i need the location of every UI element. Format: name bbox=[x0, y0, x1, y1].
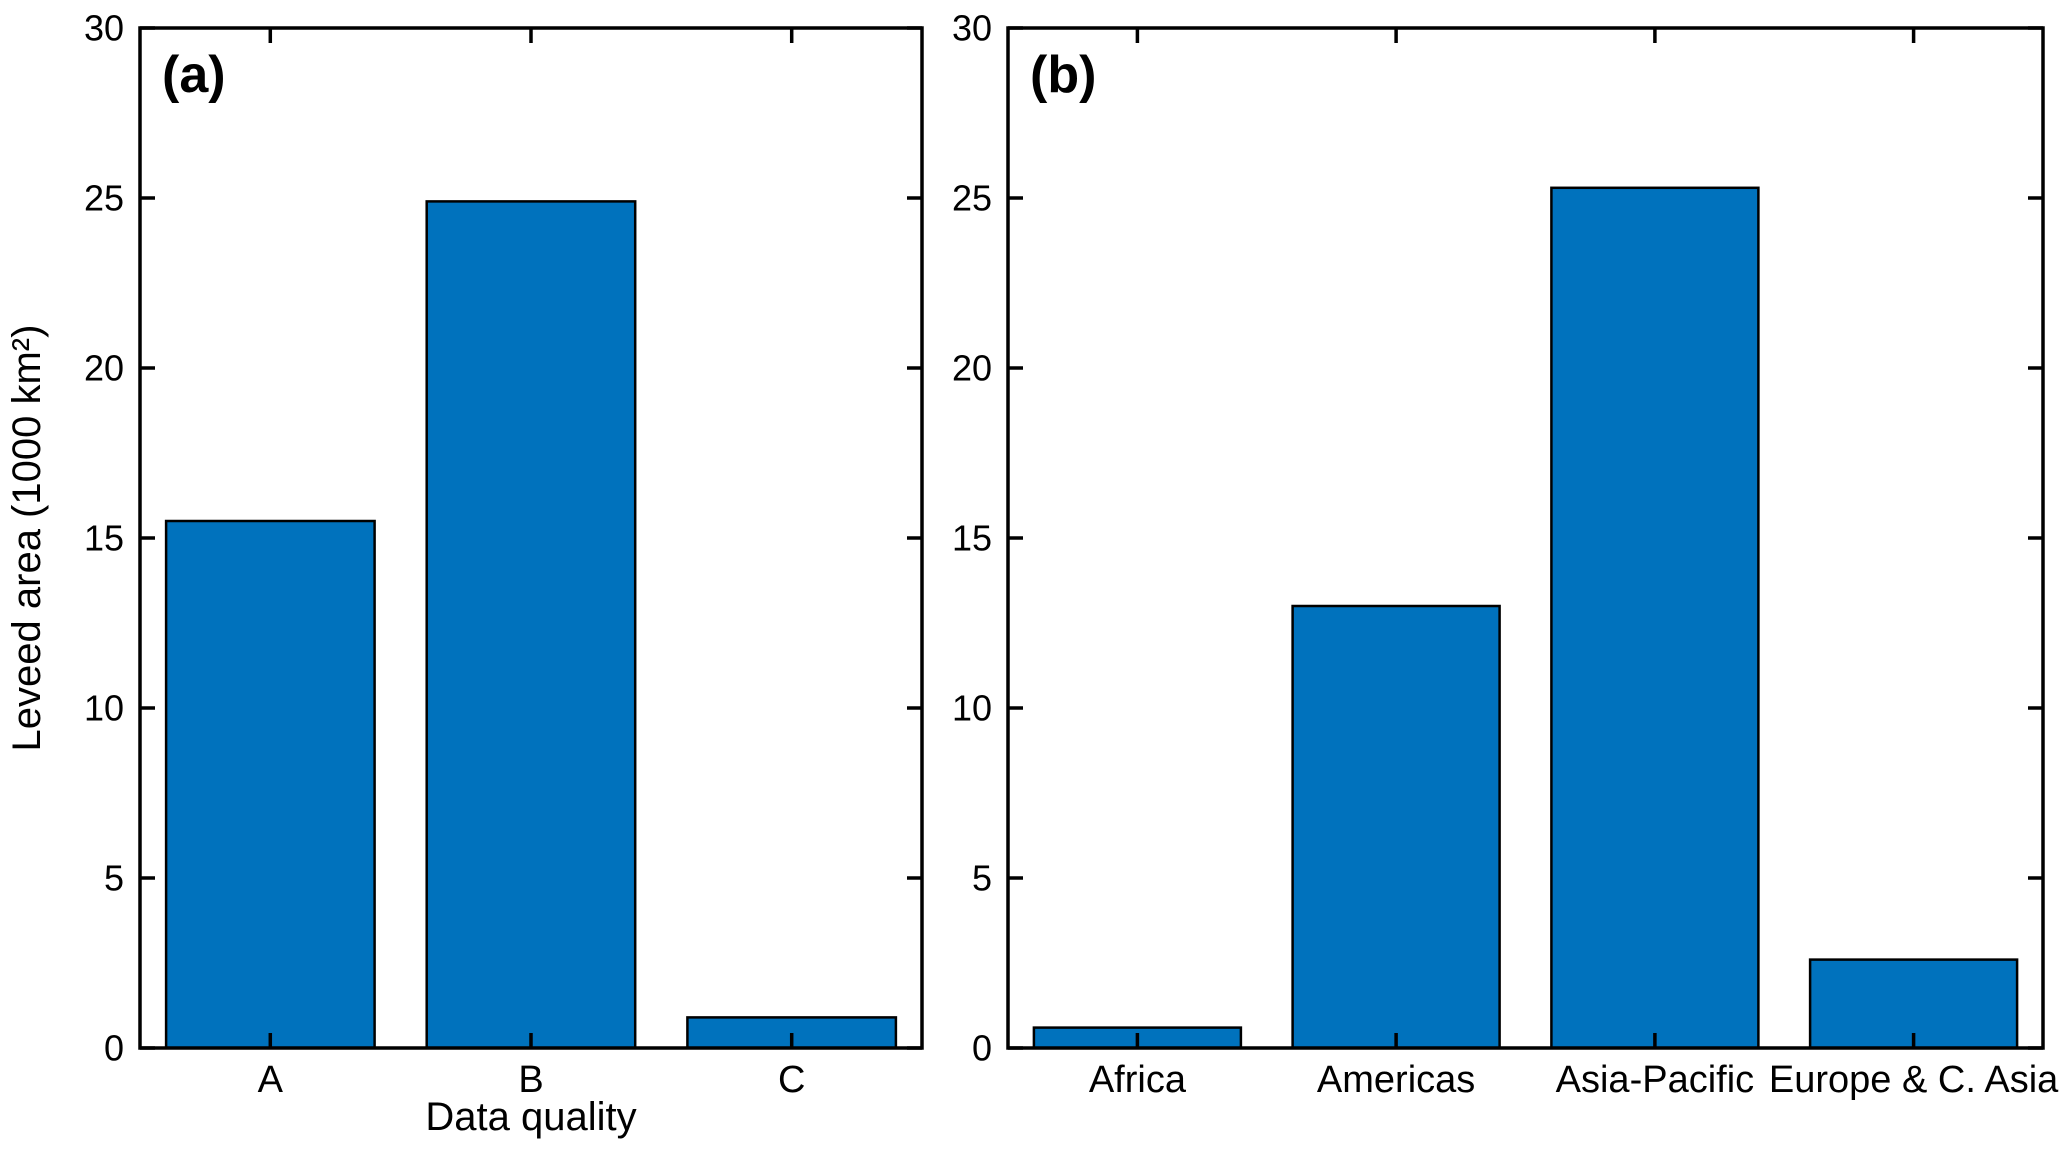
bar-b bbox=[425, 200, 637, 1050]
y-tick-label: 5 bbox=[104, 858, 124, 899]
panel-a: 0 5 10 15 20 25 30 A B C Data quality Leveed area (… bbox=[5, 8, 924, 1139]
x-axis-label: Data quality bbox=[425, 1095, 636, 1139]
bar-asia-pacific bbox=[1550, 186, 1760, 1050]
x-category-label: B bbox=[518, 1059, 543, 1101]
tick-marks bbox=[140, 26, 922, 1050]
x-category-label: Africa bbox=[1089, 1059, 1187, 1101]
x-category-label: C bbox=[778, 1059, 805, 1101]
panel-letter: (b) bbox=[1030, 46, 1096, 104]
y-tick-label: 0 bbox=[972, 1028, 992, 1069]
x-category-label: Europe & C. Asia bbox=[1769, 1059, 2059, 1101]
axes-box bbox=[1006, 26, 2045, 1050]
x-category-label: Asia-Pacific bbox=[1556, 1059, 1755, 1101]
y-tick-label: 5 bbox=[972, 858, 992, 899]
y-tick-label: 10 bbox=[952, 688, 992, 729]
bar-americas bbox=[1291, 604, 1501, 1050]
x-category-label: A bbox=[258, 1059, 284, 1101]
panel-b: 0 5 10 15 20 25 30 Africa Americas Asia-Pacific Eu… bbox=[952, 8, 2059, 1101]
y-tick-label: 20 bbox=[952, 348, 992, 389]
panel-letter: (a) bbox=[162, 46, 226, 104]
y-tick-label: 25 bbox=[84, 178, 124, 219]
y-tick-label: 15 bbox=[84, 518, 124, 559]
y-tick-label: 0 bbox=[104, 1028, 124, 1069]
x-category-label: Americas bbox=[1317, 1059, 1475, 1101]
y-tick-label: 30 bbox=[952, 8, 992, 49]
bar-a bbox=[164, 519, 376, 1050]
y-tick-label: 15 bbox=[952, 518, 992, 559]
y-tick-label: 25 bbox=[952, 178, 992, 219]
tick-marks bbox=[1008, 26, 2043, 1050]
y-tick-label: 30 bbox=[84, 8, 124, 49]
y-tick-label: 20 bbox=[84, 348, 124, 389]
y-axis-label: Leveed area (1000 km²) bbox=[5, 325, 49, 752]
y-tick-label: 10 bbox=[84, 688, 124, 729]
